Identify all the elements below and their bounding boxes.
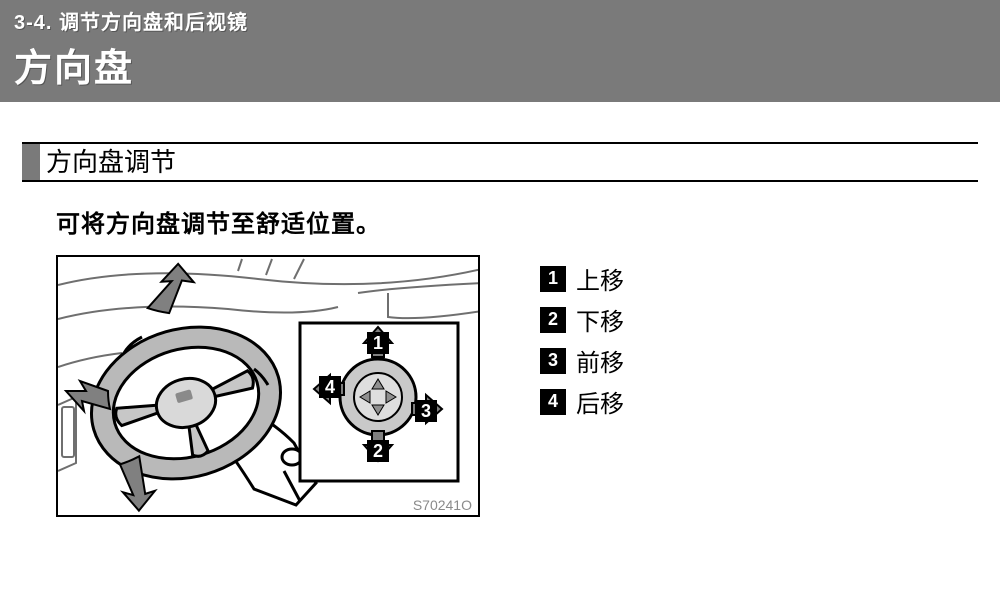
legend-label: 下移 <box>576 302 624 337</box>
svg-text:4: 4 <box>325 377 335 397</box>
section-subheading: 可将方向盘调节至舒适位置。 <box>56 204 1000 239</box>
legend-item: 4 后移 <box>540 384 624 419</box>
legend: 1 上移 2 下移 3 前移 4 后移 <box>540 261 624 425</box>
legend-num: 2 <box>540 307 566 333</box>
callout-4: 4 <box>319 376 341 398</box>
svg-text:3: 3 <box>421 401 431 421</box>
svg-text:1: 1 <box>373 333 383 353</box>
figure-ref-code: S70241O <box>413 497 472 513</box>
legend-item: 1 上移 <box>540 261 624 296</box>
legend-num: 3 <box>540 348 566 374</box>
section-heading-label: 方向盘调节 <box>40 142 184 180</box>
legend-item: 3 前移 <box>540 343 624 378</box>
legend-num: 4 <box>540 389 566 415</box>
chapter-number-line: 3-4. 调节方向盘和后视镜 <box>14 6 986 35</box>
legend-num: 1 <box>540 266 566 292</box>
section-accent <box>22 142 40 180</box>
figure: 1 4 3 2 S70241O <box>56 255 480 517</box>
section-heading: 方向盘调节 <box>22 142 978 182</box>
legend-label: 后移 <box>576 384 624 419</box>
content-row: 1 4 3 2 S70241O 1 上移 2 下移 3 前移 4 <box>56 255 1000 517</box>
svg-text:2: 2 <box>373 441 383 461</box>
chapter-title: 方向盘 <box>14 37 986 92</box>
callout-3: 3 <box>415 400 437 422</box>
legend-label: 上移 <box>576 261 624 296</box>
legend-label: 前移 <box>576 343 624 378</box>
legend-item: 2 下移 <box>540 302 624 337</box>
callout-1: 1 <box>367 332 389 354</box>
page: 3-4. 调节方向盘和后视镜 方向盘 方向盘调节 可将方向盘调节至舒适位置。 <box>0 0 1000 598</box>
figure-svg: 1 4 3 2 <box>58 257 480 517</box>
chapter-header: 3-4. 调节方向盘和后视镜 方向盘 <box>0 0 1000 102</box>
callout-2: 2 <box>367 440 389 462</box>
